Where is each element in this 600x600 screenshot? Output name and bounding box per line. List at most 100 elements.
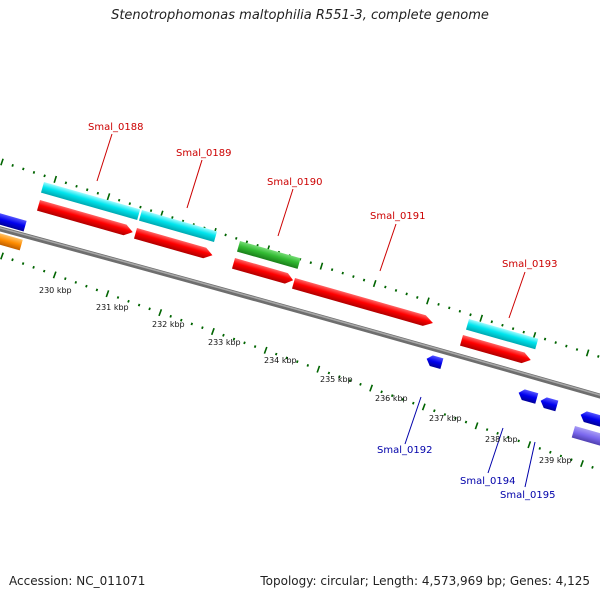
major-tick [158,309,163,317]
minor-tick [117,198,121,202]
leader-line-smal-0188 [96,133,113,182]
orange-feature-left-edge[interactable] [0,231,23,251]
minor-tick [496,431,499,435]
gene-label-smal-0190[interactable]: Smal_0190 [267,177,322,188]
cds-arrow-smal-0193[interactable] [459,335,532,365]
topology-summary-text: Topology: circular; Length: 4,573,969 bp… [260,574,590,588]
minor-tick [137,303,141,307]
minor-tick [116,296,120,299]
minor-tick [85,284,88,288]
feature-bar-smal-0190[interactable] [236,241,301,269]
major-tick [474,422,479,430]
gene-label-smal-0194[interactable]: Smal_0194 [460,476,515,487]
minor-tick [190,322,194,326]
cds-arrow-smal-0195[interactable] [539,396,559,412]
minor-tick [338,375,341,379]
minor-tick [327,371,331,375]
major-tick [319,262,324,270]
minor-tick [64,181,68,185]
minor-tick [511,327,515,331]
minor-tick [469,313,472,317]
minor-tick [22,167,25,171]
cds-arrow-smal-0191[interactable] [291,278,434,328]
leader-line-smal-0190 [277,188,294,237]
minor-tick [458,309,462,313]
blue-feature-right-edge[interactable] [579,410,600,429]
gene-label-smal-0189[interactable]: Smal_0189 [176,148,231,159]
leader-line-smal-0189 [186,159,203,209]
ruler-label-230kbp: 230 kbp [39,286,72,295]
major-tick [106,193,111,201]
minor-tick [384,285,387,289]
minor-tick [245,240,249,244]
minor-tick [538,447,542,450]
minor-tick [464,420,468,424]
minor-tick [306,364,310,367]
minor-tick [433,409,436,413]
cds-arrow-smal-0190[interactable] [231,258,295,286]
gene-label-smal-0195[interactable]: Smal_0195 [500,490,555,501]
minor-tick [416,296,419,299]
cds-arrow-smal-0194[interactable] [517,388,539,404]
minor-tick [235,236,238,240]
major-tick [585,349,590,357]
minor-tick [412,401,415,405]
minor-tick [591,465,594,469]
minor-tick [565,344,568,348]
ruler-label-237kbp: 237 kbp [429,414,462,423]
gene-label-smal-0188[interactable]: Smal_0188 [88,122,143,133]
major-tick [210,327,215,336]
gene-label-smal-0192[interactable]: Smal_0192 [377,445,432,456]
cds-arrow-smal-0188[interactable] [36,200,134,237]
minor-tick [448,306,451,310]
ruler-label-238kbp: 238 kbp [485,435,518,444]
cds-arrow-smal-0192[interactable] [425,354,444,369]
major-tick [426,297,430,305]
minor-tick [149,209,153,213]
minor-tick [85,188,89,192]
ruler-label-232kbp: 232 kbp [152,320,185,329]
major-tick [580,460,584,468]
ruler-label-234kbp: 234 kbp [264,356,297,365]
minor-tick [32,171,36,174]
minor-tick [180,318,183,322]
minor-tick [501,323,504,327]
major-tick [105,290,110,298]
minor-tick [559,454,563,458]
minor-tick [171,216,174,219]
leader-line-smal-0191 [379,223,397,272]
purple-feature-right-edge[interactable] [571,426,600,449]
minor-tick [394,289,398,292]
minor-tick [443,413,447,416]
leader-line-smal-0195 [524,441,536,488]
minor-tick [169,314,172,318]
minor-tick [554,341,557,344]
minor-tick [42,269,46,273]
minor-tick [75,184,78,188]
minor-tick [522,330,525,334]
blue-feature-left-edge[interactable] [0,211,27,232]
major-tick [263,346,268,354]
minor-tick [32,265,35,269]
minor-tick [274,352,278,356]
minor-tick [437,302,440,306]
ruler-label-235kbp: 235 kbp [320,375,353,384]
gene-bar-smal-0193[interactable] [465,319,539,350]
gene-bar-smal-0189[interactable] [138,210,218,242]
minor-tick [506,435,510,439]
minor-tick [570,458,573,462]
minor-tick [490,320,494,324]
major-tick [53,175,58,183]
minor-tick [222,333,225,337]
ruler-label-236kbp: 236 kbp [375,394,408,403]
gene-bar-smal-0188[interactable] [40,182,141,220]
cds-arrow-smal-0189[interactable] [133,228,214,260]
gene-label-smal-0193[interactable]: Smal_0193 [502,259,557,270]
minor-tick [139,205,142,209]
minor-tick [253,345,257,348]
major-tick [316,365,321,373]
minor-tick [454,416,457,420]
minor-tick [95,288,99,292]
gene-label-smal-0191[interactable]: Smal_0191 [370,211,425,222]
minor-tick [597,355,600,358]
